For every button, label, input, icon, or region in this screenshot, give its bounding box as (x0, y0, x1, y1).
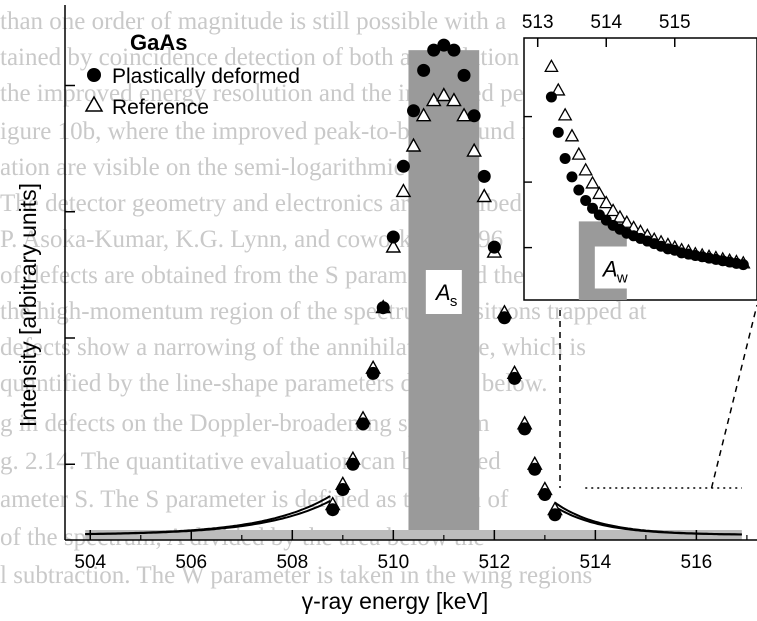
x-tick-label: 514 (580, 552, 612, 573)
ghost-line: The detector geometry and electronics ar… (0, 190, 591, 217)
data-point-plastically-deformed (366, 366, 380, 380)
data-point-plastically-deformed (497, 311, 511, 325)
data-point-plastically-deformed (447, 43, 461, 57)
area-label-box (425, 270, 462, 314)
inset-data-point-reference (557, 107, 573, 121)
axes: 504 506 508 510 512 514 516 (64, 5, 757, 573)
chart-title: GaAs (130, 30, 187, 55)
data-point-plastically-deformed (508, 371, 522, 385)
inset-data-point-reference (550, 82, 566, 96)
data-point-plastically-deformed (336, 483, 350, 496)
data-points (324, 38, 563, 522)
data-point-plastically-deformed (346, 457, 360, 471)
inset-data-point-plastically-deformed (573, 184, 585, 196)
inset-data-point-reference (605, 203, 621, 217)
data-point-plastically-deformed (518, 422, 532, 436)
data-point-plastically-deformed (326, 503, 340, 517)
legend-marker-plastically-deformed (87, 68, 101, 82)
inset-data-point-reference (571, 146, 587, 160)
data-point-reference (466, 142, 482, 157)
inset-data-point-plastically-deformed (566, 171, 578, 183)
x-tick-label: 512 (478, 552, 510, 573)
data-point-plastically-deformed (538, 488, 552, 502)
x-tick-label: 508 (276, 552, 308, 573)
x-axis-title: γ-ray energy [keV] (302, 588, 489, 614)
series-tail-left (85, 495, 331, 535)
series-curves (85, 495, 742, 536)
data-point-reference (415, 107, 432, 122)
inset-data-point-reference (592, 186, 607, 200)
ghost-line: the high-momentum region of the spectrum… (0, 298, 647, 325)
area-label-aw-sub: w (616, 270, 628, 287)
inset-data-point-plastically-deformed (559, 153, 571, 165)
data-point-plastically-deformed (396, 159, 410, 173)
inset-data-point-plastically-deformed (552, 126, 564, 138)
inset-data-point-reference (564, 128, 580, 142)
x-tick-label: 506 (175, 552, 207, 573)
inset-data-point-plastically-deformed (545, 91, 557, 103)
inset-connector-lines (559, 304, 757, 489)
legend: Plastically deformed Reference (84, 65, 300, 119)
inset-area-label-box (594, 246, 639, 289)
data-point-plastically-deformed (437, 38, 451, 52)
data-point-plastically-deformed (417, 63, 431, 77)
inset-connector-right (710, 304, 757, 489)
inset-data-point-reference (598, 195, 614, 209)
data-point-plastically-deformed (477, 169, 491, 183)
inset-data-point-reference (585, 175, 600, 189)
legend-marker-reference (84, 95, 104, 112)
x-tick-label: 510 (377, 552, 409, 573)
ghost-line: l subtraction. The W parameter is taken … (0, 562, 593, 589)
data-point-plastically-deformed (386, 230, 400, 244)
inset-x-tick-label: 514 (590, 12, 622, 33)
inset-data-point-plastically-deformed (737, 259, 749, 271)
inset-x-tick-label: 513 (522, 12, 554, 33)
data-point-plastically-deformed (407, 104, 421, 118)
data-point-plastically-deformed (457, 68, 471, 82)
area-label-aw: A (601, 257, 618, 282)
data-point-plastically-deformed (427, 43, 441, 57)
data-point-reference (385, 238, 402, 253)
ghost-line: ation are visible on the semi-logarithmi… (0, 154, 468, 181)
series-tail-right (554, 501, 742, 536)
x-tick-label: 504 (74, 552, 106, 573)
data-point-plastically-deformed (376, 301, 390, 315)
inset-x-tick-label: 515 (659, 12, 691, 33)
data-point-reference (435, 87, 452, 102)
inset-data-point-reference (578, 162, 593, 176)
inset-data-point-reference (619, 214, 635, 228)
baseline-band (85, 530, 742, 540)
x-tick-label: 516 (681, 552, 713, 573)
y-axis-title: Intensity [arbitrary units] (15, 183, 41, 427)
data-point-reference (405, 137, 422, 152)
legend-label-reference: Reference (112, 96, 209, 119)
data-point-plastically-deformed (487, 240, 501, 254)
data-point-reference (476, 188, 493, 203)
data-point-plastically-deformed (467, 109, 481, 123)
inset-data-point-plastically-deformed (580, 194, 592, 206)
data-point-plastically-deformed (356, 417, 370, 431)
ghost-line: g in defects on the Doppler-broadening s… (0, 410, 490, 437)
inset-data-point-reference (544, 58, 559, 73)
data-point-plastically-deformed (528, 462, 542, 476)
ghost-line: defects show a narrowing of the annihila… (0, 334, 586, 361)
data-point-plastically-deformed (548, 508, 562, 522)
inset-data-point-reference (612, 209, 628, 223)
data-point-reference (395, 183, 412, 198)
ghost-line: than one order of magnitude is still pos… (0, 8, 507, 35)
area-label-as-sub: s (450, 293, 458, 310)
inset-data-point-plastically-deformed (587, 202, 599, 214)
data-point-reference (446, 92, 462, 107)
data-point-reference (456, 107, 472, 122)
legend-label-plastically-deformed: Plastically deformed (112, 65, 300, 88)
area-label-as: A (434, 280, 451, 305)
